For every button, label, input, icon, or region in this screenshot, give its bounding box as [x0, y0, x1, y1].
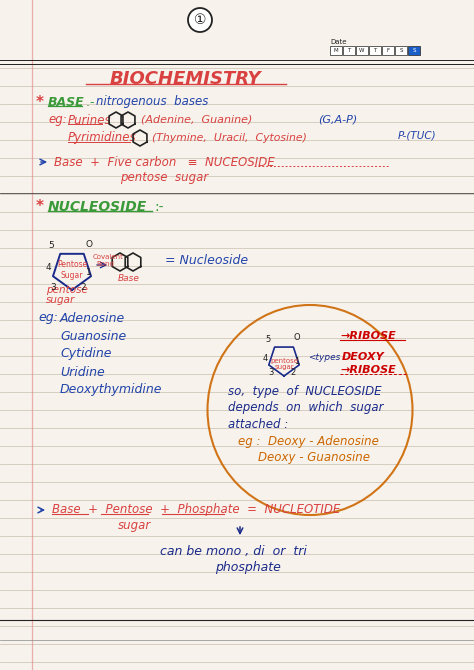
Text: (Adenine,  Guanine): (Adenine, Guanine): [141, 115, 252, 125]
Bar: [408, 46, 420, 55]
Bar: [382, 46, 394, 55]
Text: Pentose
Sugar: Pentose Sugar: [57, 261, 87, 279]
Text: Deoxythymidine: Deoxythymidine: [60, 383, 163, 397]
Text: pentose: pentose: [46, 285, 88, 295]
Text: BASE: BASE: [48, 96, 85, 109]
Text: sugar: sugar: [46, 295, 75, 305]
Text: Bond: Bond: [96, 261, 114, 267]
Text: 1: 1: [294, 357, 299, 366]
Text: 3: 3: [50, 283, 56, 292]
Text: M: M: [334, 48, 338, 53]
Text: S: S: [399, 48, 403, 53]
Text: eg:: eg:: [38, 312, 58, 324]
Text: P-(TUC): P-(TUC): [398, 131, 437, 141]
Text: DEOXY: DEOXY: [342, 352, 384, 362]
Text: S: S: [412, 48, 416, 53]
Text: Base  +  Five carbon   ≡  NUCEOSIDE: Base + Five carbon ≡ NUCEOSIDE: [54, 155, 274, 168]
Text: O: O: [86, 240, 93, 249]
Text: so,  type  of  NUCLEOSIDE: so, type of NUCLEOSIDE: [228, 385, 382, 399]
Text: .-: .-: [82, 96, 94, 109]
Text: BIOCHEMISTRY: BIOCHEMISTRY: [109, 70, 261, 88]
Text: <types: <types: [308, 354, 340, 362]
Text: 5: 5: [48, 241, 54, 250]
Text: eg :  Deoxy - Adenosine: eg : Deoxy - Adenosine: [238, 436, 379, 448]
Text: Base: Base: [118, 274, 140, 283]
Bar: [395, 46, 407, 55]
Text: F: F: [386, 48, 390, 53]
Text: attached :: attached :: [228, 417, 288, 431]
Text: pentose
sugar: pentose sugar: [270, 358, 298, 371]
Text: 5: 5: [265, 335, 270, 344]
Text: 3: 3: [268, 368, 273, 377]
Text: Date: Date: [330, 39, 346, 45]
Text: Adenosine: Adenosine: [60, 312, 125, 324]
Text: 4: 4: [263, 354, 268, 363]
Text: depends  on  which  sugar: depends on which sugar: [228, 401, 383, 415]
Text: phosphate: phosphate: [215, 561, 281, 574]
Text: Guanosine: Guanosine: [60, 330, 126, 342]
Text: 2: 2: [80, 283, 86, 292]
Text: Cytidine: Cytidine: [60, 348, 111, 360]
Text: Covalent: Covalent: [93, 254, 124, 260]
Text: eg:: eg:: [48, 113, 67, 127]
Bar: [330, 46, 342, 55]
Text: *: *: [36, 200, 44, 214]
Text: (G,A-P): (G,A-P): [318, 115, 357, 125]
Text: Uridine: Uridine: [60, 366, 105, 379]
Text: O: O: [294, 333, 301, 342]
Text: 4: 4: [46, 263, 52, 272]
Bar: [356, 46, 368, 55]
Text: nitrogenous  bases: nitrogenous bases: [96, 96, 209, 109]
Text: = Nucleoside: = Nucleoside: [165, 253, 248, 267]
Text: 2: 2: [290, 368, 295, 377]
Text: →RIBOSE: →RIBOSE: [340, 365, 396, 375]
Text: (Thymine,  Uracil,  Cytosine): (Thymine, Uracil, Cytosine): [152, 133, 307, 143]
Text: pentose  sugar: pentose sugar: [120, 172, 208, 184]
Bar: [369, 46, 381, 55]
Text: W: W: [359, 48, 365, 53]
Text: →RIBOSE: →RIBOSE: [340, 331, 396, 341]
Text: can be mono , di  or  tri: can be mono , di or tri: [160, 545, 307, 559]
Text: 1: 1: [86, 268, 92, 277]
Text: *: *: [36, 94, 44, 109]
Text: sugar: sugar: [118, 519, 151, 533]
Text: Deoxy - Guanosine: Deoxy - Guanosine: [258, 452, 370, 464]
Text: T: T: [374, 48, 377, 53]
Text: Pyrimidines: Pyrimidines: [68, 131, 137, 145]
Text: Purines: Purines: [68, 113, 111, 127]
Text: NUCLEOSIDE: NUCLEOSIDE: [48, 200, 147, 214]
Text: ①: ①: [194, 13, 206, 27]
Circle shape: [188, 8, 212, 32]
Text: Base  +  Pentose  +  Phosphate  =  NUCLEOTIDE: Base + Pentose + Phosphate = NUCLEOTIDE: [52, 503, 340, 517]
Text: :-: :-: [154, 200, 164, 214]
Text: T: T: [347, 48, 351, 53]
Bar: [343, 46, 355, 55]
